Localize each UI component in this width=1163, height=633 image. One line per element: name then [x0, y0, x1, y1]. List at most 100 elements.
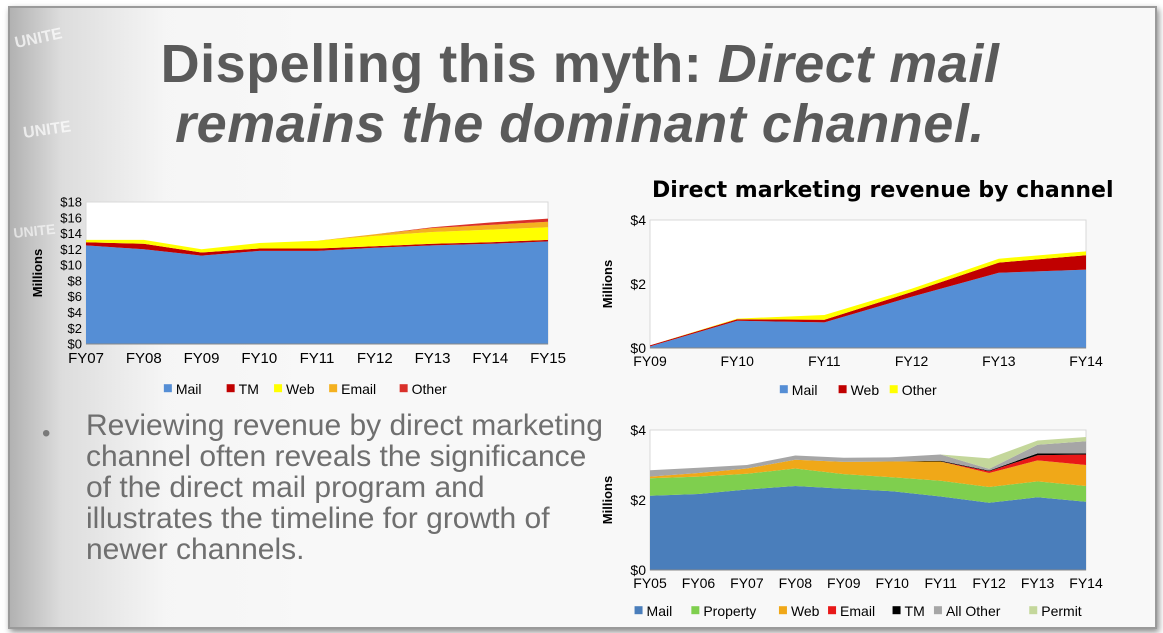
x-tick-label: FY05	[633, 575, 667, 591]
x-tick-label: FY09	[184, 350, 220, 367]
legend-label: Mail	[176, 381, 202, 397]
bullet-text: Reviewing revenue by direct marketing ch…	[86, 409, 603, 566]
area-property	[650, 468, 1086, 503]
legend-label: Mail	[647, 603, 673, 619]
x-tick-label: FY08	[126, 350, 162, 367]
y-axis-label: Millions	[600, 476, 615, 524]
x-tick-label: FY07	[68, 350, 104, 367]
area-all-other	[650, 441, 1086, 477]
legend-swatch	[828, 606, 837, 615]
legend-swatch	[838, 385, 847, 394]
legend-swatch	[691, 606, 700, 615]
chart-svg: $0 $2 $4 FY05 FY06 FY07 FY08 FY09 FY10 FY11 FY12 FY…	[600, 422, 1103, 619]
area-mail	[650, 486, 1086, 570]
area-web	[86, 227, 548, 253]
legend-swatch	[399, 384, 408, 393]
x-tick-label: FY10	[875, 575, 909, 591]
legend-label: Permit	[1041, 603, 1082, 619]
chart-title: Direct marketing revenue by channel	[652, 178, 1114, 203]
y-tick-label: $2	[68, 321, 82, 336]
x-tick-label: FY12	[895, 353, 929, 369]
y-tick-label: $18	[60, 195, 82, 210]
y-tick-label: $4	[630, 422, 646, 438]
x-tick-label: FY10	[720, 353, 754, 369]
chart-left-revenue: $0 $2 $4 $6 $8 $10 $12 $14 $16 $18 FY07 FY08 FY09 FY1…	[28, 192, 588, 404]
area-web	[650, 459, 1086, 487]
area-email	[650, 454, 1086, 477]
y-axis-label: Millions	[600, 260, 615, 308]
watermark-word: UNITE	[13, 25, 64, 52]
legend-swatch	[634, 606, 643, 615]
legend-label: Property	[703, 603, 756, 619]
y-tick-label: $10	[60, 258, 82, 273]
y-tick-label: $8	[68, 273, 82, 288]
legend-swatch	[933, 606, 942, 615]
y-tick-label: $4	[68, 305, 82, 320]
y-tick-label: $0	[68, 337, 82, 352]
legend-label: All Other	[946, 603, 1001, 619]
legend-label: TM	[905, 603, 925, 619]
title-italic-1: Direct mail	[717, 34, 1000, 94]
y-tick-label: $2	[630, 492, 646, 508]
y-tick-label: $0	[630, 340, 646, 356]
x-tick-label: FY11	[924, 575, 957, 591]
legend-label: Email	[341, 381, 376, 397]
legend-label: Mail	[792, 382, 818, 398]
x-tick-label: FY09	[633, 353, 667, 369]
y-tick-label: $16	[60, 210, 82, 225]
area-tm	[86, 239, 548, 256]
legend-label: TM	[239, 381, 259, 397]
area-mail	[86, 241, 548, 344]
legend-label: Email	[840, 603, 875, 619]
legend-swatch	[226, 384, 235, 393]
legend-swatch	[889, 385, 898, 394]
x-tick-label: FY11	[300, 350, 335, 367]
x-tick-label: FY12	[972, 575, 1006, 591]
legend-label: Other	[902, 382, 937, 398]
y-tick-label: $0	[630, 562, 646, 578]
x-tick-label: FY13	[1021, 575, 1055, 591]
x-tick-label: FY11	[808, 353, 841, 369]
x-tick-label: FY14	[472, 350, 508, 367]
y-tick-label: $12	[60, 242, 82, 257]
y-tick-label: $2	[630, 276, 646, 292]
x-tick-label: FY14	[1069, 353, 1103, 369]
legend-label: Other	[412, 381, 447, 397]
x-tick-label: FY13	[982, 353, 1016, 369]
legend-swatch	[778, 606, 787, 615]
legend-swatch	[892, 606, 901, 615]
legend-label: Web	[791, 603, 820, 619]
chart-svg: $0 $2 $4 FY09 FY10 FY11 FY12 FY13 FY14 Millions Ma…	[600, 212, 1103, 398]
legend-swatch	[329, 384, 338, 393]
area-permit	[650, 437, 1086, 471]
area-mail	[650, 269, 1086, 348]
x-tick-label: FY06	[682, 575, 716, 591]
y-tick-label: $6	[68, 289, 82, 304]
x-tick-label: FY14	[1069, 575, 1103, 591]
chart-right-top-revenue: $0 $2 $4 FY09 FY10 FY11 FY12 FY13 FY14 Millions Ma…	[596, 208, 1116, 404]
x-tick-label: FY13	[415, 350, 451, 367]
title-plain: Dispelling this myth:	[160, 34, 718, 94]
y-axis-label: Millions	[30, 249, 45, 297]
y-tick-label: $4	[630, 212, 646, 228]
title-italic-2: remains the dominant channel.	[175, 94, 985, 154]
legend-label: Web	[286, 381, 315, 397]
x-tick-label: FY08	[779, 575, 813, 591]
chart-svg: $0$2$4$6$8$10$12$14$16$18 FY07 FY08 FY09 FY1…	[30, 195, 566, 397]
watermark-word: UNITE	[22, 118, 72, 142]
x-tick-label: FY10	[241, 350, 277, 367]
chart-right-bottom-revenue: $0 $2 $4 FY05 FY06 FY07 FY08 FY09 FY10 FY11 FY12 FY…	[596, 418, 1116, 624]
legend-swatch	[163, 384, 172, 393]
bullet-marker: •	[42, 420, 51, 447]
x-tick-label: FY12	[357, 350, 393, 367]
x-tick-label: FY09	[827, 575, 861, 591]
area-web	[650, 255, 1086, 347]
y-tick-label: $14	[60, 226, 82, 241]
legend-swatch	[1029, 606, 1038, 615]
legend-label: Web	[851, 382, 880, 398]
legend-swatch	[779, 385, 788, 394]
x-tick-label: FY07	[730, 575, 764, 591]
slide-title: Dispelling this myth: Direct mail remain…	[60, 34, 1100, 154]
x-tick-label: FY15	[530, 350, 566, 367]
